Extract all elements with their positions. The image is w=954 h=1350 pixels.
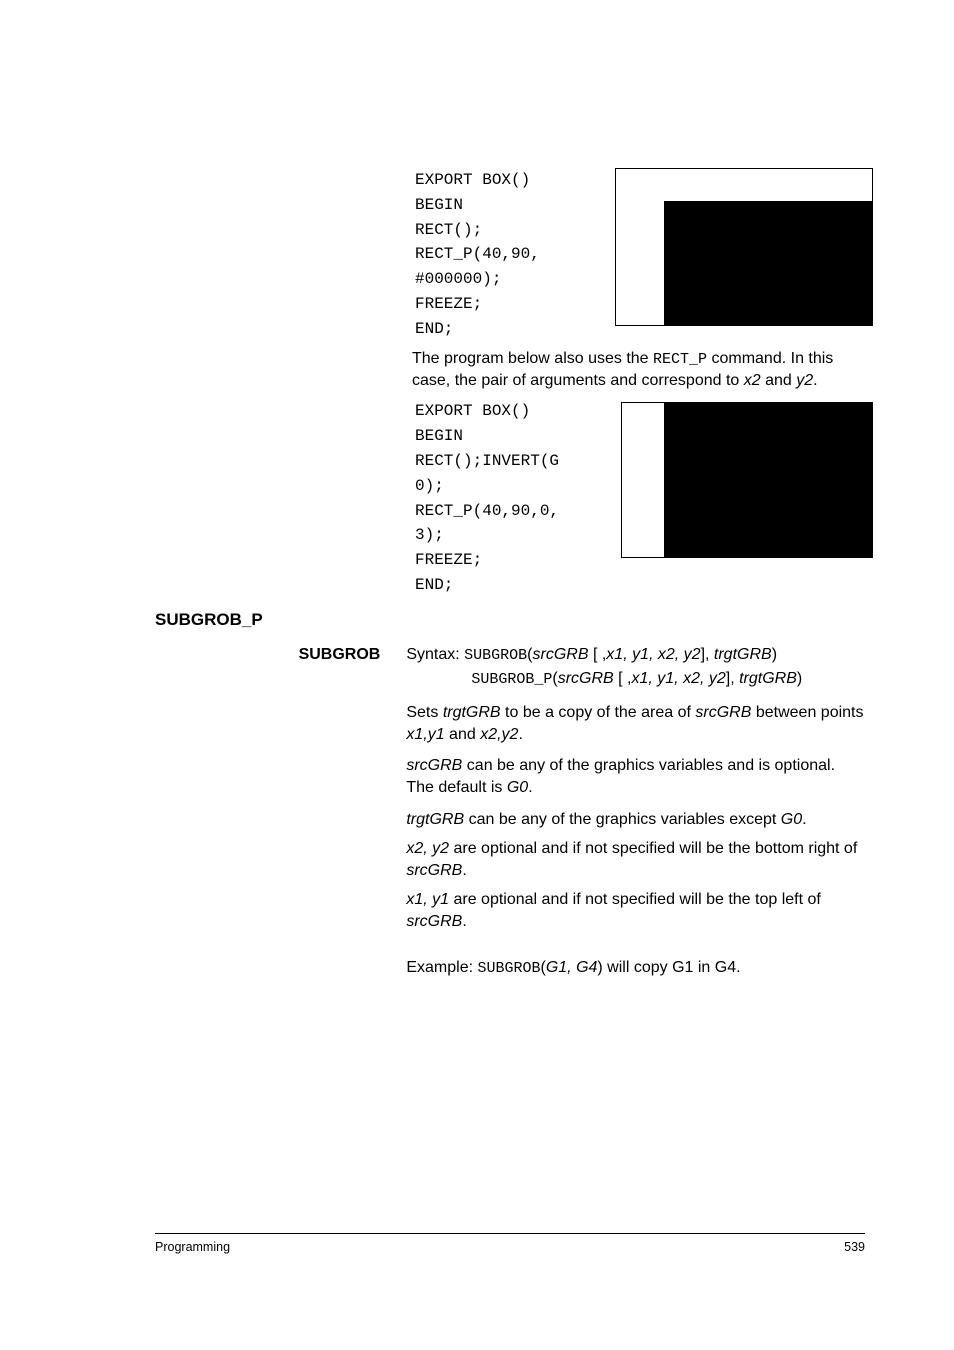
italic-var: G0	[507, 779, 528, 796]
text: are optional and if not specified will b…	[449, 840, 857, 857]
code-line: BEGIN	[415, 196, 463, 214]
text: Syntax:	[406, 646, 459, 663]
code-line: FREEZE;	[415, 295, 482, 313]
code-line: FREEZE;	[415, 551, 482, 569]
inline-code: RECT_P	[653, 351, 707, 368]
italic-var: x2,y2	[480, 726, 518, 743]
code-line: RECT_P(40,90, #000000);	[415, 245, 540, 288]
paragraph-srcgrb: srcGRB can be any of the graphics variab…	[406, 755, 865, 798]
text: and	[761, 372, 797, 389]
italic-var: x1,y1	[406, 726, 444, 743]
syntax-cmd: SUBGROB_P	[471, 671, 552, 688]
text: ) will copy G1 in G4.	[597, 959, 740, 976]
text: [ ,	[593, 646, 606, 663]
figure-2-fill	[664, 403, 873, 558]
syntax-arg: trgtGRB	[714, 646, 772, 663]
text: Example:	[406, 959, 477, 976]
code-line: END;	[415, 576, 453, 594]
code-block-2: EXPORT BOX() BEGIN RECT();INVERT(G 0); R…	[415, 399, 605, 597]
paragraph-x1y1: x1, y1 are optional and if not specified…	[406, 889, 865, 932]
text: )	[797, 670, 802, 687]
text: ],	[726, 670, 739, 687]
text: .	[528, 779, 532, 796]
italic-var: srcGRB	[406, 913, 462, 930]
syntax-arg: x1, y1, x2, y2	[631, 670, 725, 687]
text: [ ,	[618, 670, 631, 687]
italic-var: srcGRB	[406, 862, 462, 879]
text: to be a copy of the area of	[501, 704, 696, 721]
heading-subgrob-p: SUBGROB_P	[155, 610, 865, 630]
italic-var: trgtGRB	[443, 704, 501, 721]
text: ],	[701, 646, 714, 663]
text: .	[462, 913, 466, 930]
italic-var: x2	[744, 372, 761, 389]
syntax-cmd: SUBGROB	[464, 647, 527, 664]
text: .	[518, 726, 522, 743]
italic-var: G1, G4	[546, 959, 598, 976]
code-block-1: EXPORT BOX() BEGIN RECT(); RECT_P(40,90,…	[415, 168, 605, 342]
syntax-line-1: Syntax: SUBGROB(srcGRB [ ,x1, y1, x2, y2…	[406, 644, 865, 666]
paragraph-sets: Sets trgtGRB to be a copy of the area of…	[406, 702, 865, 745]
footer-page-number: 539	[844, 1240, 865, 1254]
sidebar-label-subgrob: SUBGROB	[155, 644, 406, 664]
figure-1	[615, 168, 873, 326]
italic-var: trgtGRB	[406, 811, 464, 828]
code-line: EXPORT BOX()	[415, 402, 530, 420]
code-line: EXPORT BOX()	[415, 171, 530, 189]
syntax-arg: srcGRB	[558, 670, 618, 687]
italic-var: x1, y1	[406, 891, 449, 908]
inline-code: SUBGROB	[477, 960, 540, 977]
paragraph-trgtgrb: trgtGRB can be any of the graphics varia…	[406, 809, 865, 831]
text: )	[772, 646, 777, 663]
text: are optional and if not specified will b…	[449, 891, 821, 908]
footer-section: Programming	[155, 1240, 230, 1254]
syntax-arg: srcGRB	[533, 646, 593, 663]
code-line: RECT();	[415, 221, 482, 239]
italic-var: srcGRB	[406, 757, 462, 774]
paragraph-rect-p: The program below also uses the RECT_P c…	[412, 348, 867, 392]
paragraph-x2y2: x2, y2 are optional and if not specified…	[406, 838, 865, 881]
italic-var: x2, y2	[406, 840, 449, 857]
italic-var: G0	[781, 811, 802, 828]
syntax-arg: trgtGRB	[739, 670, 797, 687]
syntax-line-2: SUBGROB_P(srcGRB [ ,x1, y1, x2, y2], trg…	[471, 668, 865, 690]
text: .	[802, 811, 806, 828]
syntax-arg: x1, y1, x2, y2	[606, 646, 700, 663]
text: Sets	[406, 704, 442, 721]
italic-var: srcGRB	[695, 704, 751, 721]
text: can be any of the graphics variables and…	[406, 757, 835, 796]
text: can be any of the graphics variables exc…	[464, 811, 781, 828]
italic-var: y2	[796, 372, 813, 389]
code-line: BEGIN	[415, 427, 463, 445]
text: and	[445, 726, 481, 743]
page-footer: Programming 539	[155, 1233, 865, 1254]
code-line: END;	[415, 320, 453, 338]
code-line: RECT();INVERT(G 0);	[415, 452, 559, 495]
text: between points	[751, 704, 863, 721]
text: .	[462, 862, 466, 879]
text: .	[813, 372, 817, 389]
paragraph-example: Example: SUBGROB(G1, G4) will copy G1 in…	[406, 957, 865, 979]
figure-2	[621, 402, 873, 558]
code-line: RECT_P(40,90,0, 3);	[415, 502, 559, 545]
text: The program below also uses the	[412, 350, 653, 367]
figure-1-fill	[664, 201, 873, 326]
